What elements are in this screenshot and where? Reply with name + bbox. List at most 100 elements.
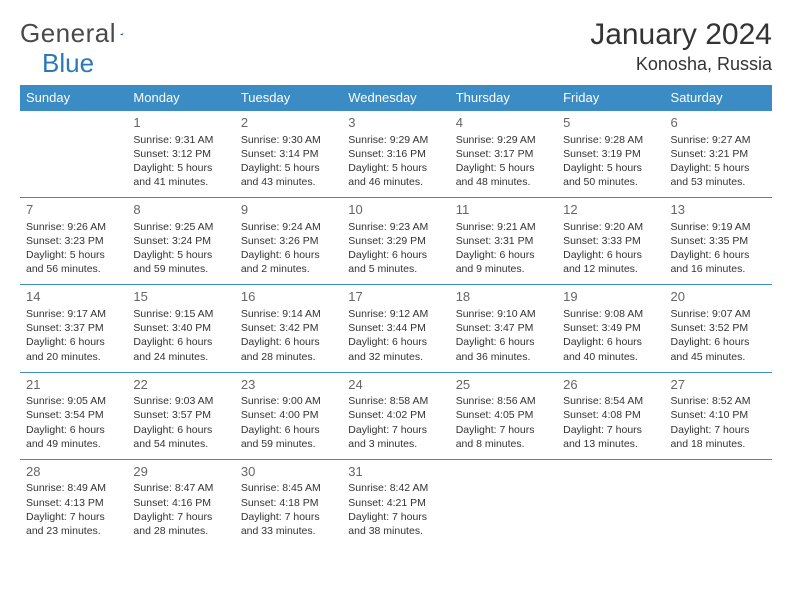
sunset-text: Sunset: 3:23 PM [26,234,121,248]
sunrise-text: Sunrise: 9:29 AM [348,133,443,147]
day-number: 28 [26,463,121,481]
day-number: 26 [563,376,658,394]
sunrise-text: Sunrise: 9:12 AM [348,307,443,321]
daylight-text: Daylight: 6 hours [133,423,228,437]
daylight-text: Daylight: 6 hours [241,248,336,262]
daylight-text: and 8 minutes. [456,437,551,451]
calendar-day-cell: 4Sunrise: 9:29 AMSunset: 3:17 PMDaylight… [450,111,557,198]
sunrise-text: Sunrise: 9:10 AM [456,307,551,321]
calendar-day-cell: 11Sunrise: 9:21 AMSunset: 3:31 PMDayligh… [450,198,557,285]
daylight-text: Daylight: 7 hours [563,423,658,437]
calendar-week-row: 14Sunrise: 9:17 AMSunset: 3:37 PMDayligh… [20,285,772,372]
day-number: 20 [671,288,766,306]
daylight-text: and 5 minutes. [348,262,443,276]
location: Konosha, Russia [590,54,772,75]
daylight-text: Daylight: 5 hours [133,248,228,262]
calendar-day-cell: 12Sunrise: 9:20 AMSunset: 3:33 PMDayligh… [557,198,664,285]
sunset-text: Sunset: 3:40 PM [133,321,228,335]
calendar-day-cell: 7Sunrise: 9:26 AMSunset: 3:23 PMDaylight… [20,198,127,285]
sunset-text: Sunset: 3:21 PM [671,147,766,161]
day-number: 8 [133,201,228,219]
daylight-text: and 13 minutes. [563,437,658,451]
calendar-day-cell: 18Sunrise: 9:10 AMSunset: 3:47 PMDayligh… [450,285,557,372]
sunset-text: Sunset: 4:10 PM [671,408,766,422]
daylight-text: Daylight: 6 hours [456,335,551,349]
sunrise-text: Sunrise: 9:31 AM [133,133,228,147]
sunrise-text: Sunrise: 9:29 AM [456,133,551,147]
day-number: 11 [456,201,551,219]
sunset-text: Sunset: 3:31 PM [456,234,551,248]
daylight-text: Daylight: 7 hours [671,423,766,437]
sunset-text: Sunset: 3:47 PM [456,321,551,335]
sunrise-text: Sunrise: 9:28 AM [563,133,658,147]
calendar-body: 1Sunrise: 9:31 AMSunset: 3:12 PMDaylight… [20,111,772,547]
calendar-day-cell: 1Sunrise: 9:31 AMSunset: 3:12 PMDaylight… [127,111,234,198]
calendar-week-row: 21Sunrise: 9:05 AMSunset: 3:54 PMDayligh… [20,372,772,459]
sunset-text: Sunset: 4:02 PM [348,408,443,422]
sunset-text: Sunset: 3:52 PM [671,321,766,335]
day-number: 16 [241,288,336,306]
day-number: 27 [671,376,766,394]
daylight-text: Daylight: 5 hours [456,161,551,175]
sunset-text: Sunset: 3:57 PM [133,408,228,422]
sunrise-text: Sunrise: 8:52 AM [671,394,766,408]
sunrise-text: Sunrise: 8:49 AM [26,481,121,495]
sunrise-text: Sunrise: 8:58 AM [348,394,443,408]
sunrise-text: Sunrise: 9:07 AM [671,307,766,321]
sunset-text: Sunset: 4:13 PM [26,496,121,510]
calendar-week-row: 1Sunrise: 9:31 AMSunset: 3:12 PMDaylight… [20,111,772,198]
daylight-text: and 59 minutes. [133,262,228,276]
sunset-text: Sunset: 3:19 PM [563,147,658,161]
sunset-text: Sunset: 4:05 PM [456,408,551,422]
sunset-text: Sunset: 3:37 PM [26,321,121,335]
daylight-text: and 53 minutes. [671,175,766,189]
calendar-day-cell: 3Sunrise: 9:29 AMSunset: 3:16 PMDaylight… [342,111,449,198]
weekday-header: Saturday [665,85,772,111]
calendar-day-cell: 26Sunrise: 8:54 AMSunset: 4:08 PMDayligh… [557,372,664,459]
daylight-text: Daylight: 6 hours [133,335,228,349]
sunrise-text: Sunrise: 9:26 AM [26,220,121,234]
logo-text-general: General [20,18,116,49]
daylight-text: Daylight: 6 hours [563,248,658,262]
sunrise-text: Sunrise: 8:45 AM [241,481,336,495]
daylight-text: and 41 minutes. [133,175,228,189]
daylight-text: and 46 minutes. [348,175,443,189]
weekday-header: Thursday [450,85,557,111]
day-number: 13 [671,201,766,219]
calendar-day-cell: 16Sunrise: 9:14 AMSunset: 3:42 PMDayligh… [235,285,342,372]
sunrise-text: Sunrise: 9:08 AM [563,307,658,321]
day-number: 3 [348,114,443,132]
daylight-text: and 49 minutes. [26,437,121,451]
daylight-text: and 50 minutes. [563,175,658,189]
daylight-text: and 16 minutes. [671,262,766,276]
calendar-day-cell: 24Sunrise: 8:58 AMSunset: 4:02 PMDayligh… [342,372,449,459]
sunset-text: Sunset: 3:42 PM [241,321,336,335]
weekday-header: Sunday [20,85,127,111]
daylight-text: and 20 minutes. [26,350,121,364]
day-number: 12 [563,201,658,219]
calendar-day-cell: 17Sunrise: 9:12 AMSunset: 3:44 PMDayligh… [342,285,449,372]
day-number: 1 [133,114,228,132]
sunset-text: Sunset: 4:00 PM [241,408,336,422]
sunrise-text: Sunrise: 8:42 AM [348,481,443,495]
sunset-text: Sunset: 4:18 PM [241,496,336,510]
logo-triangle-icon [120,25,123,43]
calendar-day-cell: 20Sunrise: 9:07 AMSunset: 3:52 PMDayligh… [665,285,772,372]
calendar-day-cell: 19Sunrise: 9:08 AMSunset: 3:49 PMDayligh… [557,285,664,372]
day-number: 25 [456,376,551,394]
daylight-text: Daylight: 5 hours [241,161,336,175]
daylight-text: and 28 minutes. [133,524,228,538]
calendar-day-cell: 2Sunrise: 9:30 AMSunset: 3:14 PMDaylight… [235,111,342,198]
day-number: 19 [563,288,658,306]
day-number: 6 [671,114,766,132]
sunset-text: Sunset: 3:24 PM [133,234,228,248]
daylight-text: and 54 minutes. [133,437,228,451]
sunset-text: Sunset: 3:49 PM [563,321,658,335]
sunset-text: Sunset: 3:29 PM [348,234,443,248]
day-number: 17 [348,288,443,306]
header: General January 2024 Konosha, Russia [20,18,772,75]
sunset-text: Sunset: 3:16 PM [348,147,443,161]
daylight-text: and 3 minutes. [348,437,443,451]
calendar-day-cell: 6Sunrise: 9:27 AMSunset: 3:21 PMDaylight… [665,111,772,198]
daylight-text: and 9 minutes. [456,262,551,276]
